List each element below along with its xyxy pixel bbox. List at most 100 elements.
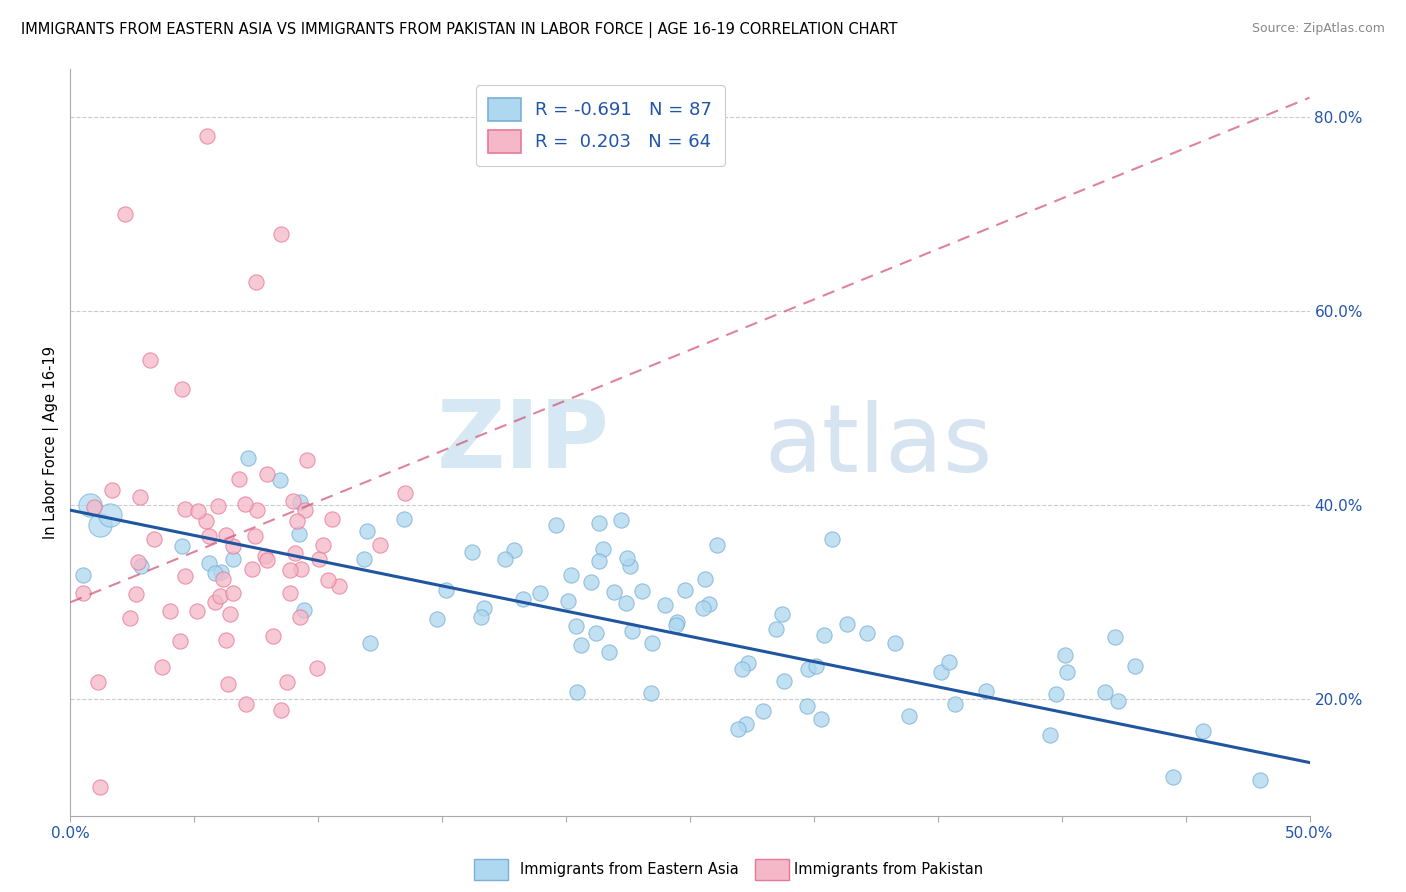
Point <box>243 529 266 543</box>
Point <box>278 563 301 577</box>
Text: Immigrants from Eastern Asia: Immigrants from Eastern Asia <box>520 863 740 877</box>
Point <box>394 486 416 500</box>
Point <box>529 586 551 600</box>
Point <box>565 685 588 699</box>
Point <box>673 583 696 598</box>
Point <box>83 500 105 514</box>
Point <box>305 661 328 675</box>
Point <box>974 684 997 698</box>
Point <box>125 586 148 600</box>
Point <box>665 618 688 632</box>
Point <box>598 645 620 659</box>
Point <box>328 579 350 593</box>
Point <box>461 544 484 558</box>
Point <box>392 512 415 526</box>
Point <box>253 549 276 563</box>
Point <box>602 585 624 599</box>
Point <box>284 546 307 560</box>
Point <box>897 709 920 723</box>
Point <box>735 717 758 731</box>
Point <box>640 685 662 699</box>
Point <box>426 611 449 625</box>
Point <box>186 604 208 618</box>
Point <box>1056 665 1078 680</box>
Point <box>208 589 231 603</box>
Point <box>1107 694 1129 708</box>
Point <box>127 554 149 568</box>
Point <box>174 568 197 582</box>
Point <box>883 636 905 650</box>
Point <box>72 586 94 600</box>
Point <box>616 551 638 566</box>
Point <box>804 659 827 673</box>
Point <box>222 552 245 566</box>
Point <box>356 524 378 539</box>
Point <box>619 558 641 573</box>
Point <box>269 473 291 487</box>
Point <box>1045 687 1067 701</box>
Point <box>631 584 654 599</box>
Point <box>87 675 110 690</box>
Point <box>796 662 818 676</box>
Point <box>1054 648 1077 662</box>
Point <box>228 472 250 486</box>
Point <box>256 553 278 567</box>
Point <box>359 636 381 650</box>
Point <box>353 551 375 566</box>
Point <box>588 516 610 531</box>
Text: Source: ZipAtlas.com: Source: ZipAtlas.com <box>1251 22 1385 36</box>
Point <box>129 559 152 574</box>
Point <box>79 498 101 512</box>
Point <box>751 704 773 718</box>
Point <box>288 527 311 541</box>
Point <box>294 503 316 517</box>
Point <box>262 629 284 643</box>
Point <box>321 511 343 525</box>
Point <box>1094 684 1116 698</box>
Point <box>316 573 339 587</box>
Point <box>614 596 637 610</box>
Point <box>585 626 607 640</box>
Point <box>278 586 301 600</box>
Point <box>128 490 150 504</box>
Point <box>856 626 879 640</box>
Point <box>270 703 292 717</box>
Point <box>150 660 173 674</box>
Point <box>114 207 136 221</box>
Point <box>512 591 534 606</box>
Point <box>737 656 759 670</box>
Y-axis label: In Labor Force | Age 16-19: In Labor Force | Age 16-19 <box>44 346 59 539</box>
Point <box>565 619 588 633</box>
Point <box>276 675 298 690</box>
Point <box>222 540 245 554</box>
Point <box>472 601 495 615</box>
Point <box>170 539 193 553</box>
Point <box>765 623 787 637</box>
Point <box>773 674 796 689</box>
Point <box>89 517 111 532</box>
Point <box>98 508 121 522</box>
Point <box>197 529 219 543</box>
Point <box>215 528 238 542</box>
Point <box>835 616 858 631</box>
Point <box>290 562 312 576</box>
Point <box>770 607 793 621</box>
Point <box>100 483 122 497</box>
Point <box>929 665 952 680</box>
Point <box>242 562 264 576</box>
Point <box>544 517 567 532</box>
Point <box>270 227 292 241</box>
Point <box>159 604 181 618</box>
Point <box>209 566 232 580</box>
Point <box>204 595 226 609</box>
Point <box>560 568 582 582</box>
Point <box>281 493 304 508</box>
Point <box>197 556 219 570</box>
Point <box>692 601 714 615</box>
Point <box>588 554 610 568</box>
Point <box>204 566 226 580</box>
Point <box>285 515 308 529</box>
Point <box>312 538 335 552</box>
Point <box>214 632 236 647</box>
Point <box>1192 724 1215 739</box>
